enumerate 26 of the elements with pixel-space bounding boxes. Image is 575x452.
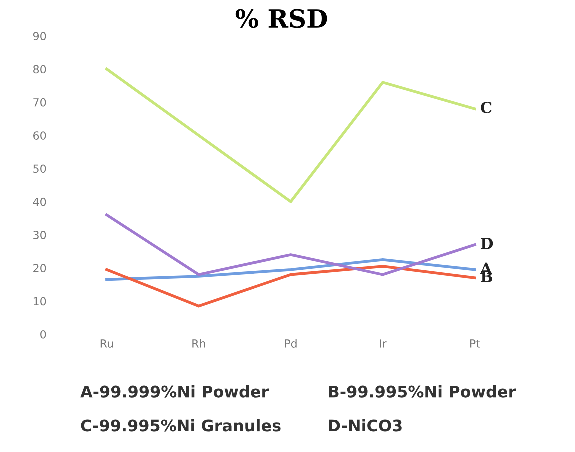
text: C-99.995%Ni Granules [81,419,281,432]
series-label: D [481,238,494,250]
y-tick-label: 50 [34,164,46,174]
x-tick-label: Ir [380,340,387,348]
y-tick-label: 10 [34,297,46,306]
line-series [106,214,476,276]
line-series [106,68,476,204]
y-tick-label: 70 [34,98,46,107]
x-tick-label: Pt [470,340,480,348]
x-tick-label: Rh [192,339,206,348]
y-tick-label: 80 [34,65,46,74]
line-series [106,265,476,308]
text: D-NiCO3 [329,419,402,432]
x-tick-label: Ru [100,340,114,348]
y-tick-label: 30 [34,231,46,240]
y-tick-label: 20 [34,264,46,273]
y-tick-label: 40 [33,198,46,206]
text: B-99.995%Ni Powder [329,386,516,398]
x-tick-label: Pd [285,339,297,348]
line-series [106,258,476,282]
series-label: C [481,102,492,114]
y-tick-label: 60 [34,132,46,140]
y-tick-label: 90 [33,32,46,41]
text: A-99.999%Ni Powder [80,386,270,398]
y-tick-label: 0 [40,330,46,339]
chart-title: % RSD [236,9,328,28]
